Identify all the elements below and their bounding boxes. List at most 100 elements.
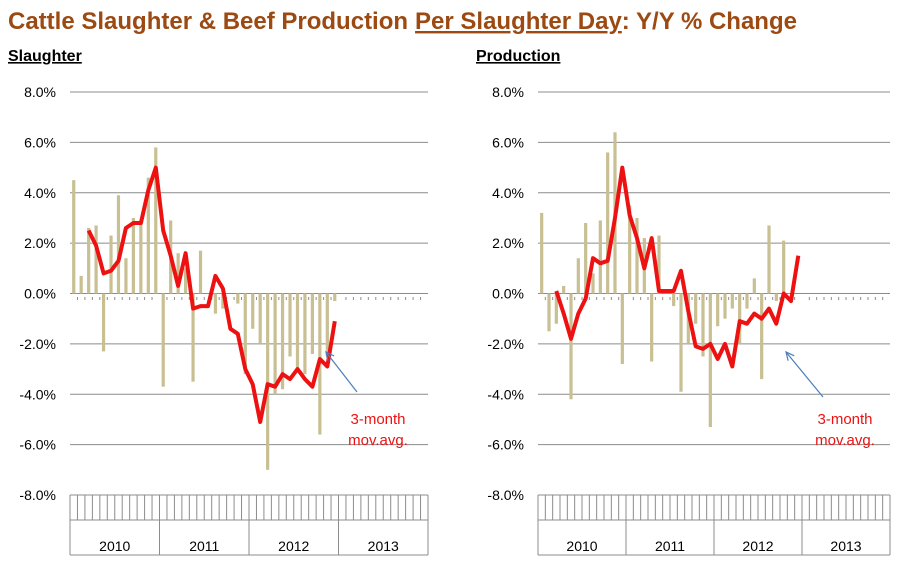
bar (782, 240, 786, 294)
annotation-arrowhead (325, 350, 335, 361)
moving-average-line (554, 165, 801, 369)
panel: Slaughter 8.0% 6.0% 4.0% 2.0% 0.0% -2.0% -4.0% -… (8, 48, 429, 556)
bar (236, 293, 240, 304)
annotation-arrowhead (785, 350, 795, 361)
x-group-label: 2010 (566, 538, 597, 554)
bar (251, 293, 255, 329)
bar (310, 293, 314, 354)
bar (547, 293, 551, 332)
bar (620, 293, 624, 365)
y-tick-label: -6.0% (487, 437, 524, 453)
bar (295, 293, 300, 370)
y-tick-label: -6.0% (19, 437, 56, 453)
bar (708, 293, 712, 427)
bar (146, 177, 150, 294)
y-tick-label: 6.0% (24, 134, 56, 150)
x-group-label: 2010 (99, 538, 130, 554)
bar (650, 293, 654, 362)
y-tick-label: -4.0% (487, 386, 524, 402)
bar (243, 293, 247, 375)
bar (554, 293, 558, 324)
y-tick-label: 2.0% (24, 235, 56, 251)
bar (774, 293, 778, 302)
y-tick-label: 0.0% (24, 286, 56, 302)
bar (657, 235, 661, 294)
x-group-label: 2013 (368, 538, 399, 554)
y-tick-label: -8.0% (487, 487, 524, 503)
bar (694, 293, 698, 324)
x-group-label: 2011 (189, 538, 219, 554)
x-group-label: 2012 (278, 538, 309, 554)
bar (569, 293, 573, 400)
bar (767, 225, 771, 294)
annotation-arrow (325, 351, 358, 393)
moving-average-line (86, 165, 337, 424)
annotation-text: 3-month (350, 411, 405, 428)
bar (738, 293, 742, 344)
y-tick-label: 4.0% (24, 185, 56, 201)
bar (540, 212, 544, 294)
y-tick-label: 6.0% (492, 134, 524, 150)
bar (288, 293, 292, 357)
panel-subtitle: Production (476, 48, 560, 65)
bar (154, 147, 158, 294)
panel-subtitle: Slaughter (8, 48, 82, 65)
panel: Production 8.0% 6.0% 4.0% 2.0% 0.0% -2.0% -4.0%… (476, 48, 891, 556)
y-tick-label: -4.0% (19, 386, 56, 402)
bar (94, 225, 98, 294)
x-group-label: 2013 (830, 538, 861, 554)
bar (723, 293, 727, 319)
bar (280, 293, 285, 390)
title-part: Cattle Slaughter & Beef Production (8, 8, 408, 35)
bar (266, 293, 270, 470)
bar (87, 228, 91, 294)
bar (606, 152, 610, 294)
y-tick-label: -2.0% (487, 336, 524, 352)
bar (221, 293, 225, 309)
title-part: : Y/Y % Change (622, 8, 797, 35)
bar (576, 258, 580, 294)
bar (591, 273, 595, 294)
y-tick-label: 4.0% (492, 185, 524, 201)
bar (139, 222, 143, 294)
bar (760, 293, 764, 380)
bar (333, 293, 337, 302)
bar (72, 180, 76, 294)
bar (191, 293, 195, 382)
bar (716, 293, 720, 327)
bar (101, 293, 106, 352)
annotation-arrow (785, 351, 824, 398)
page-title: Cattle Slaughter & Beef Production Per Sl… (8, 8, 797, 35)
x-group-label: 2012 (742, 538, 773, 554)
y-tick-label: -2.0% (19, 336, 56, 352)
bar (303, 293, 307, 375)
bar (584, 222, 588, 294)
bar (273, 293, 277, 395)
bar (730, 293, 734, 309)
bar (635, 217, 639, 294)
bar (131, 217, 135, 294)
bar (672, 293, 676, 307)
y-tick-label: 2.0% (492, 235, 524, 251)
bar (752, 278, 756, 294)
y-tick-label: 8.0% (492, 84, 524, 100)
bar (562, 285, 566, 294)
y-tick-label: 8.0% (24, 84, 56, 100)
bar (745, 293, 749, 309)
annotation-text: mov.avg. (348, 432, 408, 449)
x-group-label: 2011 (655, 538, 685, 554)
bar (325, 293, 329, 357)
bar (213, 293, 218, 314)
bar (679, 293, 683, 392)
annotation-text: 3-month (817, 411, 872, 428)
bar (109, 235, 113, 294)
title-part: Per Slaughter Day (415, 8, 622, 35)
y-tick-label: 0.0% (492, 286, 524, 302)
bar (258, 293, 262, 344)
bar (198, 250, 203, 294)
bar (124, 258, 128, 294)
bar (184, 268, 188, 294)
annotation-text: mov.avg. (815, 432, 875, 449)
